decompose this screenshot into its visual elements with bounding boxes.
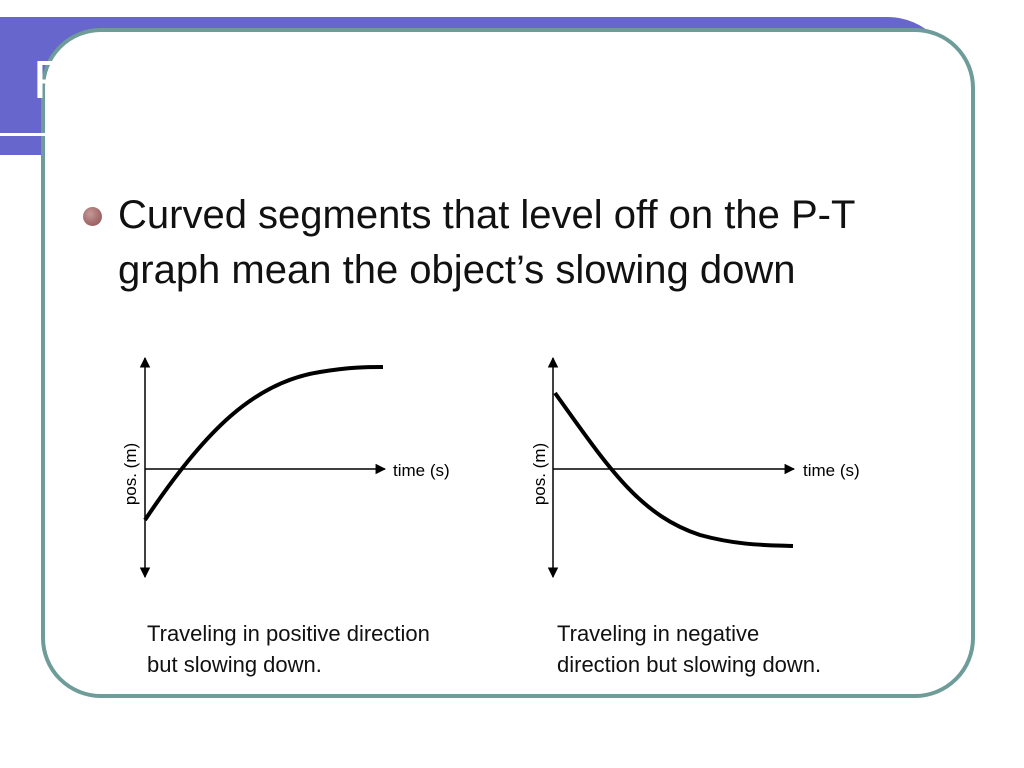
caption-line: Traveling in positive direction [147,621,430,646]
caption-line: Traveling in negative [557,621,760,646]
graph-caption-left: Traveling in positive direction but slow… [147,618,430,680]
x-axis-label: time (s) [393,461,450,480]
position-curve [553,391,794,548]
graph-negative-slowing: pos. (m) time (s) [530,356,860,579]
y-axis-label: pos. (m) [121,443,140,505]
caption-line: direction but slowing down. [557,652,822,677]
caption-line: but slowing down. [147,652,322,677]
bullet-text: Curved segments that level off on the P-… [118,193,855,292]
graph-caption-right: Traveling in negative direction but slow… [557,618,821,680]
position-curve [143,365,384,522]
slide-title: Position-Time Graphs [33,50,554,110]
graph-positive-slowing: pos. (m) time (s) [121,356,450,579]
y-axis-label: pos. (m) [530,443,549,505]
x-axis-label: time (s) [803,461,860,480]
title-underline [0,133,905,136]
bullet-icon [83,207,102,226]
slide-frame [41,28,975,698]
